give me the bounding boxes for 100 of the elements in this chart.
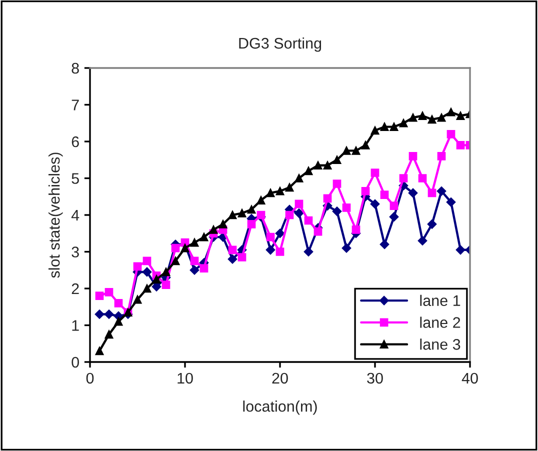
x-tick-label: 10 — [178, 372, 193, 384]
point — [370, 168, 380, 177]
point — [152, 282, 162, 292]
point — [436, 186, 446, 196]
point — [247, 205, 256, 214]
point — [304, 216, 313, 225]
point — [228, 254, 238, 264]
x-axis-title: location(m) — [243, 400, 317, 415]
chart-title: DG3 Sorting — [239, 37, 322, 52]
point — [133, 295, 142, 304]
point — [408, 188, 418, 198]
x-tick-label: 40 — [462, 372, 478, 384]
point — [370, 199, 380, 209]
point — [95, 292, 104, 300]
point — [200, 264, 208, 272]
point — [218, 220, 228, 228]
point — [171, 244, 180, 252]
point — [323, 194, 332, 203]
point — [304, 247, 314, 256]
point — [94, 310, 104, 319]
point — [408, 152, 418, 160]
y-axis-title: slot state(vehicles) — [48, 152, 63, 278]
point — [304, 166, 313, 176]
point — [380, 190, 389, 199]
point — [323, 161, 332, 170]
point — [418, 174, 427, 182]
point — [294, 208, 304, 218]
point — [228, 210, 237, 220]
point — [171, 256, 180, 266]
point — [142, 267, 152, 277]
y-tick-label: 4 — [71, 210, 80, 221]
point — [162, 280, 170, 289]
point — [114, 299, 123, 308]
point — [437, 113, 446, 122]
point — [247, 220, 256, 228]
point — [399, 118, 408, 128]
point — [200, 232, 208, 242]
point — [104, 288, 114, 296]
point — [228, 246, 237, 254]
point — [142, 284, 152, 293]
point — [332, 156, 342, 164]
x-tick-label: 20 — [272, 372, 288, 384]
point — [446, 198, 456, 207]
point — [238, 208, 246, 218]
legend-label: lane 1 — [420, 294, 460, 306]
point — [294, 200, 304, 208]
y-tick-label: 8 — [72, 62, 79, 74]
point — [104, 310, 114, 319]
point — [390, 122, 398, 131]
point — [456, 112, 465, 120]
point — [266, 245, 276, 255]
point — [314, 227, 322, 236]
point — [399, 174, 408, 182]
point — [428, 115, 436, 124]
point — [342, 146, 351, 155]
y-tick-label: 2 — [72, 283, 79, 294]
point — [266, 232, 275, 242]
point — [428, 188, 436, 198]
x-tick-label: 30 — [367, 372, 383, 384]
point — [446, 130, 456, 138]
point — [266, 188, 275, 198]
point — [114, 317, 123, 326]
point — [104, 330, 114, 339]
point — [190, 256, 199, 266]
point — [332, 206, 342, 216]
y-tick-label: 6 — [72, 136, 79, 148]
point — [389, 212, 399, 222]
point — [285, 210, 294, 220]
point — [456, 141, 465, 150]
point — [209, 226, 218, 234]
legend-label: lane 3 — [420, 338, 460, 350]
point — [352, 146, 360, 155]
y-tick-label: 5 — [72, 173, 79, 184]
point — [361, 186, 370, 196]
point — [408, 113, 418, 122]
point — [418, 112, 427, 120]
point — [275, 228, 285, 238]
point — [190, 238, 199, 247]
point — [332, 180, 342, 188]
point — [256, 210, 266, 220]
legend-label: lane 2 — [420, 316, 460, 328]
y-tick-label: 1 — [72, 320, 79, 331]
point — [456, 245, 466, 255]
point — [180, 244, 190, 252]
point — [95, 346, 104, 356]
point — [256, 196, 266, 204]
point — [285, 183, 294, 192]
point — [294, 174, 304, 182]
point — [370, 126, 380, 135]
point — [162, 268, 170, 276]
y-tick-label: 7 — [72, 100, 79, 110]
point — [314, 161, 322, 170]
x-tick-label: 0 — [86, 372, 94, 384]
point — [380, 122, 389, 131]
point — [390, 202, 398, 210]
point — [142, 256, 152, 266]
y-tick-label: 3 — [72, 246, 79, 258]
point — [352, 226, 360, 234]
point — [190, 266, 200, 275]
point — [361, 141, 370, 150]
